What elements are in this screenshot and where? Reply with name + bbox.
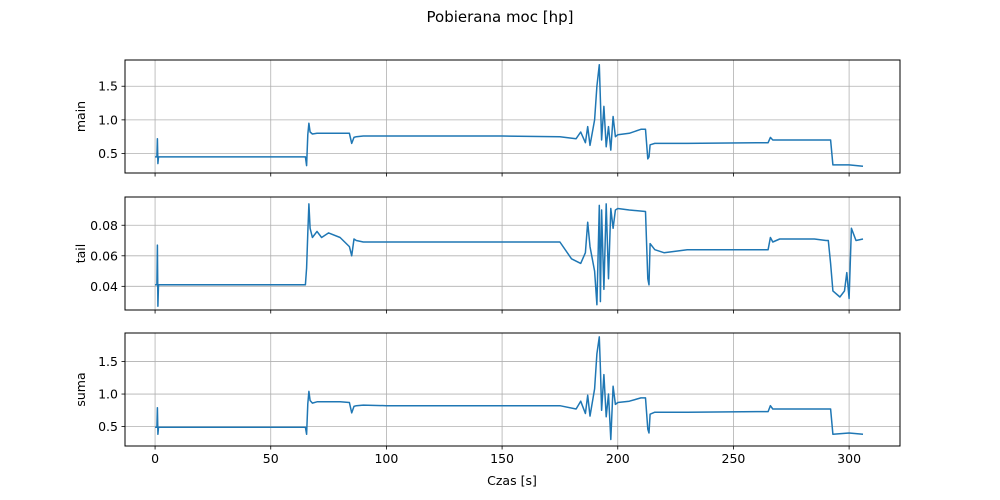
main-y-tick-label: 1.5 bbox=[98, 79, 118, 94]
main-y-tick-label: 1.0 bbox=[98, 112, 118, 127]
subplot-suma: 0 50 100 150 200 250 300 0.5 1.0 1.5 suma bbox=[73, 332, 901, 466]
main-series-line bbox=[155, 63, 864, 168]
x-tick-label: 50 bbox=[263, 451, 279, 466]
main-axes-frame bbox=[124, 59, 901, 174]
suma-series-line bbox=[155, 336, 864, 441]
suma-y-axis-label: suma bbox=[73, 372, 88, 406]
tail-y-axis-label: tail bbox=[73, 244, 88, 264]
x-axis-label: Czas [s] bbox=[487, 473, 537, 488]
x-tick-label: 100 bbox=[374, 451, 398, 466]
suma-y-tick-label: 1.5 bbox=[98, 354, 118, 369]
main-y-tick-label: 0.5 bbox=[98, 146, 118, 161]
suma-y-tick-label: 1.0 bbox=[98, 387, 118, 402]
tail-y-tick-label: 0.04 bbox=[90, 279, 118, 294]
subplot-main: 0.5 1.0 1.5 main bbox=[73, 59, 901, 177]
x-tick-label: 200 bbox=[606, 451, 630, 466]
suma-axes-frame bbox=[124, 332, 901, 447]
tail-y-tick-label: 0.06 bbox=[90, 248, 118, 263]
x-tick-label: 300 bbox=[837, 451, 861, 466]
tail-y-tick-label: 0.08 bbox=[90, 218, 118, 233]
main-y-axis-label: main bbox=[73, 101, 88, 132]
tail-axes-frame bbox=[124, 196, 901, 311]
suma-y-tick-label: 0.5 bbox=[98, 419, 118, 434]
x-tick-label: 0 bbox=[151, 451, 159, 466]
x-tick-label: 250 bbox=[722, 451, 746, 466]
tail-series-line bbox=[155, 203, 864, 307]
x-tick-label: 150 bbox=[490, 451, 514, 466]
figure-title: Pobierana moc [hp] bbox=[427, 8, 574, 26]
